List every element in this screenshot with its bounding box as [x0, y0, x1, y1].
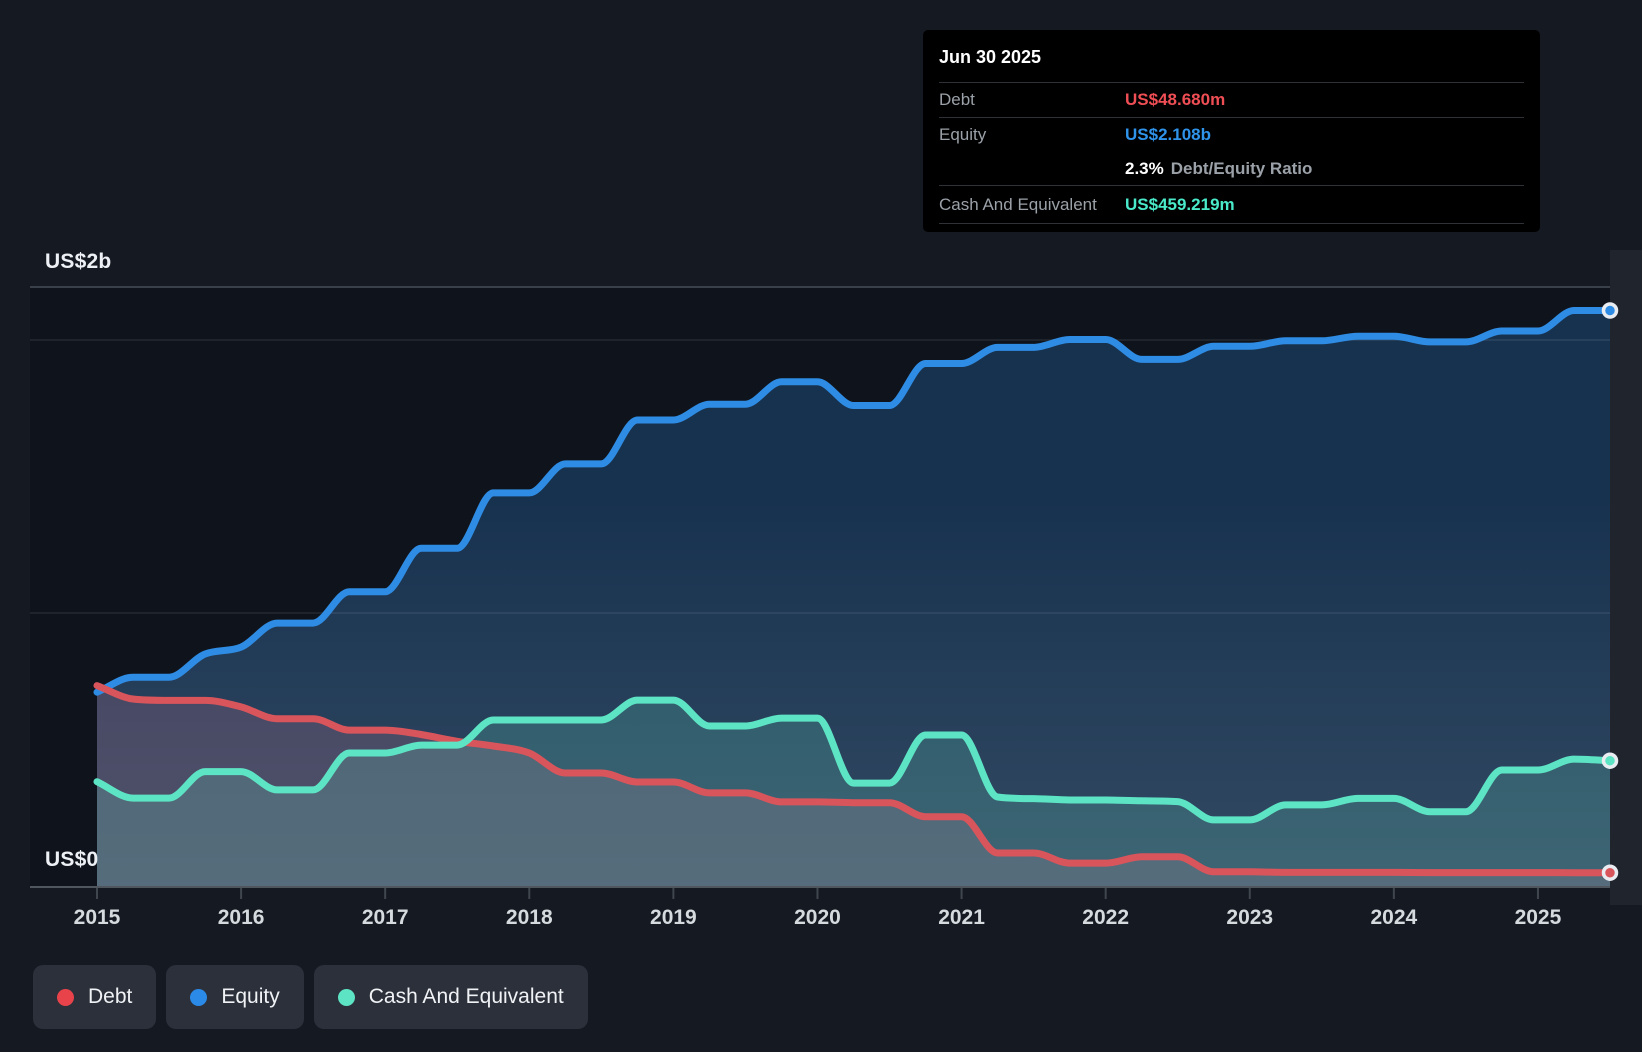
tooltip-cash-label: Cash And Equivalent — [939, 194, 1097, 214]
tooltip-row-cash: Cash And Equivalent US$459.219m — [939, 186, 1524, 224]
debt-marker[interactable] — [1601, 864, 1619, 881]
x-tick-label: 2019 — [650, 906, 697, 929]
equity-dot-icon — [190, 988, 208, 1006]
legend-cash-label: Cash And Equivalent — [368, 985, 564, 1008]
tooltip-debt-label: Debt — [939, 90, 975, 109]
tooltip-ratio-suffix: Debt/Equity Ratio — [1170, 158, 1313, 178]
equity-marker[interactable] — [1601, 302, 1619, 319]
cash-and-equivalent-line — [93, 696, 1614, 824]
legend-equity-label: Equity — [221, 985, 280, 1008]
cash-dot-icon — [337, 988, 355, 1006]
tooltip-row-ratio: 2.3% Debt/Equity Ratio — [939, 152, 1524, 186]
legend-item-debt[interactable]: Debt — [33, 965, 157, 1029]
legend-debt-label: Debt — [88, 985, 133, 1008]
x-tick-label: 2025 — [1515, 906, 1562, 929]
x-tick-label: 2021 — [938, 906, 985, 929]
x-tick-label: 2015 — [74, 906, 121, 929]
tooltip-date: Jun 30 2025 — [939, 30, 1524, 83]
tooltip-cash-value: US$459.219m — [1125, 194, 1235, 214]
x-tick-label: 2022 — [1082, 906, 1129, 929]
cash-and-equivalent-marker[interactable] — [1601, 752, 1619, 769]
debt-dot-icon — [57, 988, 74, 1006]
tooltip-equity-value: US$2.108b — [1125, 125, 1211, 144]
plot-right-margin — [1610, 250, 1642, 905]
tooltip-row-debt: Debt US$48.680m — [939, 83, 1524, 118]
x-tick-label: 2017 — [362, 906, 409, 929]
legend-item-cash[interactable]: Cash And Equivalent — [313, 965, 588, 1029]
legend-item-equity[interactable]: Equity — [166, 965, 304, 1029]
equity-line — [93, 307, 1614, 696]
tooltip-ratio-value: 2.3% — [1125, 158, 1164, 178]
x-tick-label: 2016 — [218, 906, 265, 929]
x-tick-label: 2020 — [794, 906, 841, 929]
y-axis-label-zero: US$0 — [45, 848, 99, 871]
x-tick-label: 2024 — [1370, 906, 1417, 929]
debt-line — [93, 682, 1614, 877]
x-tick-label: 2023 — [1226, 906, 1273, 929]
chart-tooltip: Jun 30 2025 Debt US$48.680m Equity US$2.… — [923, 30, 1540, 232]
y-axis-label-top: US$2b — [45, 250, 112, 273]
x-tick-label: 2018 — [506, 906, 553, 929]
tooltip-debt-value: US$48.680m — [1125, 90, 1226, 109]
chart-legend: Debt Equity Cash And Equivalent — [33, 965, 588, 1029]
tooltip-equity-label: Equity — [939, 125, 987, 144]
tooltip-row-equity: Equity US$2.108b — [939, 118, 1524, 152]
